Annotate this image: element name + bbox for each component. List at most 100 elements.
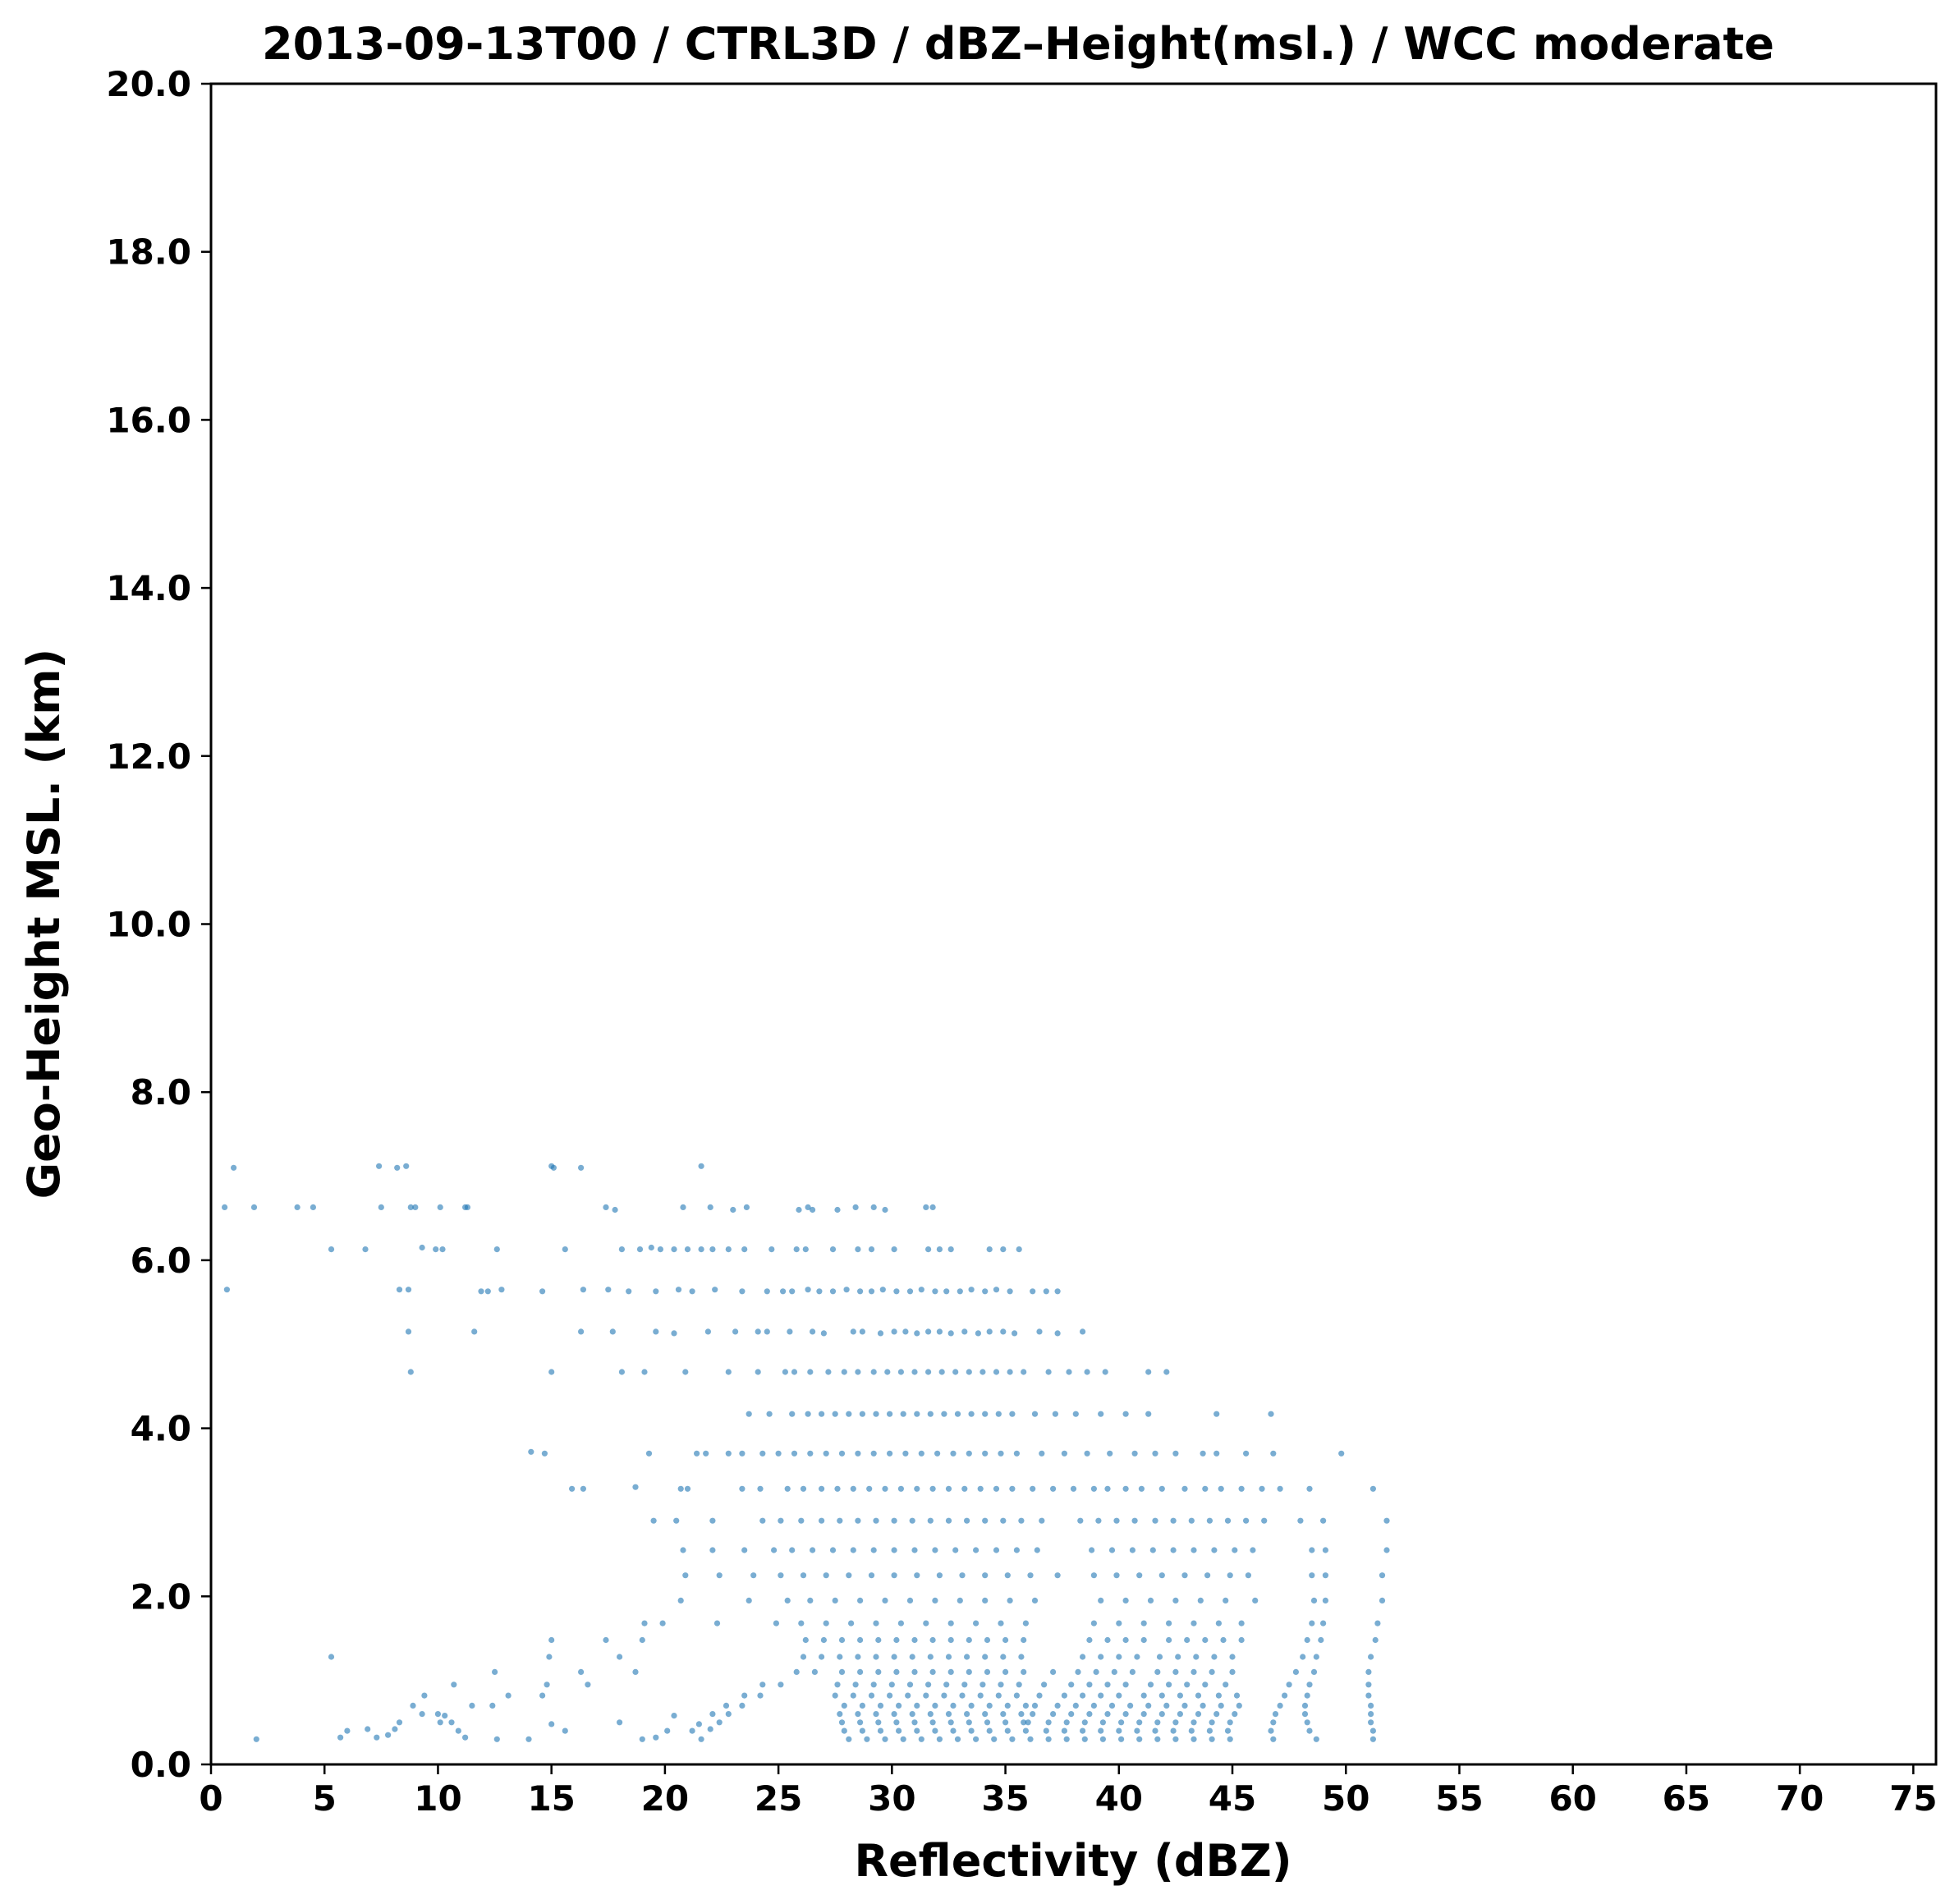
data-point [1156,1654,1163,1660]
data-point [1122,1681,1129,1688]
data-point [1145,1411,1152,1417]
data-point [984,1668,991,1675]
data-point [489,1702,496,1709]
data-point [1369,1727,1376,1734]
data-point [798,1620,805,1626]
data-point [1383,1517,1390,1524]
data-point [716,1719,723,1726]
data-point [857,1288,864,1295]
data-point [739,1288,746,1295]
data-point [927,1517,934,1524]
data-point [906,1597,914,1603]
data-point [580,1485,587,1492]
x-tick-label: 50 [1322,1778,1369,1819]
x-tick-label: 0 [199,1778,223,1819]
data-point [546,1654,553,1660]
data-point [1188,1727,1195,1734]
data-point [310,1204,316,1210]
data-point [1009,1411,1016,1417]
data-point [1313,1736,1319,1742]
data-point [846,1572,852,1579]
data-point [1116,1654,1122,1660]
data-point [868,1692,875,1699]
data-point [802,1636,809,1644]
data-point [775,1450,782,1457]
data-point [1012,1330,1018,1337]
data-point [932,1547,938,1553]
data-point [1365,1668,1372,1675]
data-point [337,1734,344,1741]
data-point [973,1736,980,1742]
data-point [1152,1517,1158,1524]
data-point [914,1485,920,1492]
data-point [784,1485,791,1492]
data-point [1107,1450,1113,1457]
data-point [1022,1620,1029,1626]
data-point [1152,1450,1158,1457]
y-tick-label: 20.0 [106,64,191,104]
data-point [1013,1547,1020,1553]
data-point [1309,1620,1315,1626]
x-tick-label: 40 [1095,1778,1143,1819]
data-point [825,1369,832,1375]
data-point [455,1727,461,1734]
data-point [855,1246,861,1253]
data-point [1197,1597,1204,1603]
data-point [1007,1597,1013,1603]
data-point [695,1721,703,1727]
data-point [993,1287,1000,1293]
data-point [1090,1620,1097,1626]
data-point [993,1547,1000,1553]
data-point [1043,1727,1049,1734]
data-point [961,1681,968,1688]
data-point [1154,1719,1161,1726]
data-point [932,1702,938,1709]
data-point [419,1244,425,1251]
data-point [838,1636,846,1644]
data-point [618,1246,626,1253]
data-point [1215,1692,1222,1699]
data-point [980,1681,986,1688]
data-point [471,1328,478,1335]
data-point [954,1411,961,1417]
data-point [843,1287,850,1293]
data-point [1090,1572,1097,1579]
data-point [810,1328,816,1335]
data-point [1195,1692,1202,1699]
data-point [1223,1597,1229,1603]
data-point [791,1369,798,1375]
data-point [1129,1668,1135,1675]
data-point [442,1713,448,1719]
data-point [1158,1485,1165,1492]
data-point [887,1411,893,1417]
data-point [902,1450,909,1457]
data-point [766,1411,773,1417]
data-point [659,1620,666,1626]
data-point [841,1727,847,1734]
data-point [877,1702,884,1709]
data-point [973,1547,980,1553]
data-point [870,1204,877,1210]
data-point [973,1620,980,1626]
data-point [834,1206,841,1214]
data-point [231,1164,237,1171]
data-point [838,1450,846,1457]
data-point [1031,1597,1039,1603]
data-point [626,1288,632,1295]
data-point [548,1636,555,1644]
data-point [823,1620,829,1626]
data-point [1268,1411,1274,1417]
data-point [1191,1668,1197,1675]
data-point [493,1246,500,1253]
data-point [713,1620,721,1626]
data-point [929,1204,936,1210]
data-point [1122,1711,1129,1718]
data-point [982,1450,989,1457]
data-point [947,1636,954,1644]
data-point [730,1206,736,1214]
data-point [1098,1654,1104,1660]
data-point [925,1328,932,1335]
data-point [1304,1692,1310,1699]
data-point [709,1547,716,1553]
data-point [1084,1369,1090,1375]
